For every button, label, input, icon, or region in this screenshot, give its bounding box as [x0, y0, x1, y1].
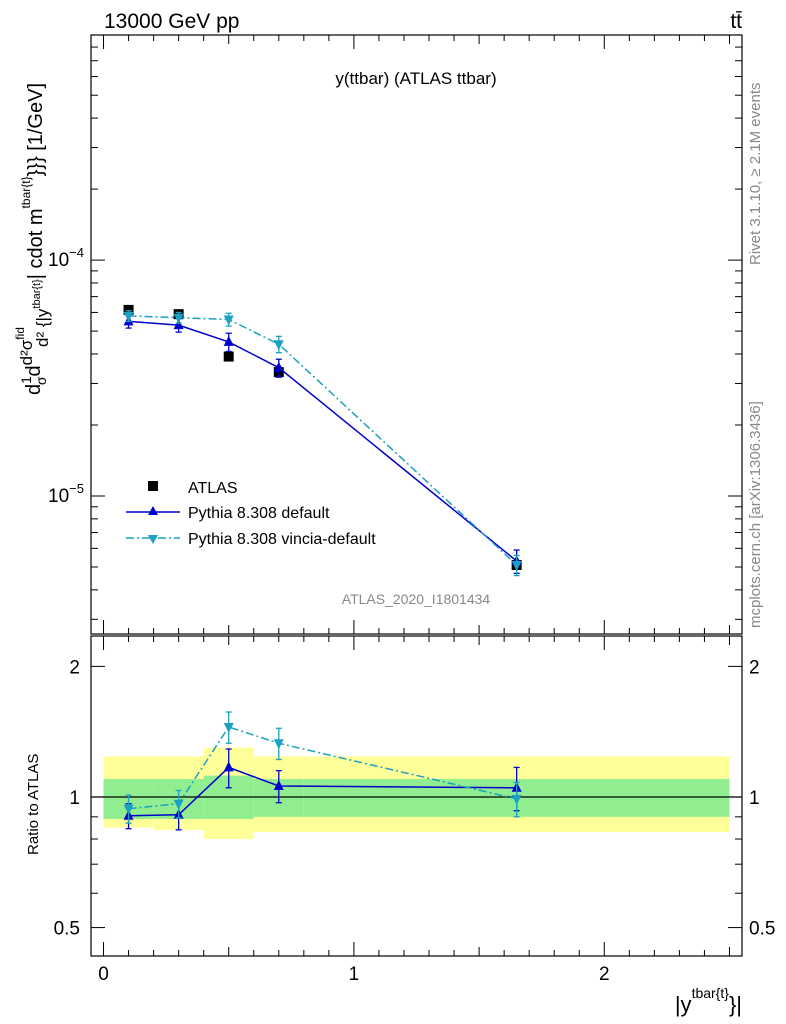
ratio-panel-frame [90, 635, 743, 957]
chart-title: y(ttbar) (ATLAS ttbar) [335, 69, 496, 88]
ratio-point-pythia-8-308-default [273, 780, 284, 791]
ratio-y-tick-label-right: 2 [749, 657, 760, 678]
process-label: tt̄ [730, 10, 742, 33]
ratio-point-pythia-8-308-vincia-default [123, 804, 134, 815]
y-tick-label: 10−5 [48, 481, 84, 507]
main-panel-frame [90, 34, 743, 635]
series-line-pythia-8-308-default [128, 320, 518, 562]
y-axis-label: d1σdd²σfid d² {|ytbar{t}| cdot mtbar{t}}}… [13, 83, 52, 395]
ratio-y-tick-label-right: 0.5 [749, 919, 775, 940]
ratio-point-pythia-8-308-vincia-default [173, 799, 184, 810]
ratio-panel: 0.5 0.5 1 1 2 2 0 1 2 Ratio to ATLAS |ytbar{t}}| [25, 635, 775, 1017]
legend-label-atlas: ATLAS [188, 480, 238, 497]
y-tick-label: 10−4 [48, 245, 84, 271]
data-point-atlas [123, 304, 134, 315]
ratio-y-tick-label-right: 1 [749, 788, 760, 809]
x-tick-label: 1 [349, 964, 360, 985]
data-point-pythia-8-308-vincia-default [123, 311, 134, 322]
main-panel: 10−4 10−5 y(ttbar) (ATLAS ttbar) ATLAS_20… [13, 34, 743, 635]
legend-entry-pythia-default: Pythia 8.308 default [126, 505, 330, 522]
x-axis-label: |ytbar{t}}| [675, 985, 742, 1017]
legend-label-pythia-vincia: Pythia 8.308 vincia-default [188, 531, 376, 548]
ratio-y-tick-label-left: 2 [69, 657, 80, 678]
data-point-pythia-8-308-default [223, 335, 234, 346]
energy-label: 13000 GeV pp [104, 10, 239, 33]
ratio-point-pythia-8-308-vincia-default [223, 722, 234, 733]
ratio-line-pythia-8-308-vincia-default [128, 726, 517, 810]
ratio-y-tick-label-left: 1 [69, 788, 80, 809]
legend-entry-atlas: ATLAS [148, 480, 238, 497]
data-point-pythia-8-308-vincia-default [273, 340, 284, 351]
data-point-pythia-8-308-vincia-default [173, 313, 184, 324]
x-tick-label: 2 [599, 964, 610, 985]
ratio-point-pythia-8-308-vincia-default [511, 794, 522, 805]
legend-label-pythia-default: Pythia 8.308 default [188, 505, 330, 522]
legend-entry-pythia-vincia: Pythia 8.308 vincia-default [126, 531, 376, 548]
legend-marker-pythia-default [148, 506, 158, 515]
legend-marker-atlas [148, 481, 158, 491]
legend: ATLAS Pythia 8.308 default Pythia 8.308 … [126, 480, 376, 548]
analysis-tag: ATLAS_2020_I1801434 [342, 591, 491, 607]
ratio-point-pythia-8-308-vincia-default [273, 739, 284, 750]
data-point-pythia-8-308-default [273, 361, 284, 372]
legend-marker-pythia-vincia [148, 535, 158, 544]
series-line-pythia-8-308-vincia-default [128, 315, 518, 566]
rivet-label: Rivet 3.1.10, ≥ 2.1M events [747, 83, 764, 266]
ratio-y-axis-label: Ratio to ATLAS [25, 754, 42, 855]
data-point-pythia-8-308-default [173, 319, 184, 330]
ratio-point-pythia-8-308-default [223, 761, 234, 772]
x-tick-label: 0 [98, 964, 109, 985]
data-point-atlas [223, 351, 234, 362]
ratio-y-tick-label-left: 0.5 [54, 919, 80, 940]
mcplots-label: mcplots.cern.ch [arXiv:1306.3436] [747, 401, 764, 628]
data-point-pythia-8-308-vincia-default [223, 315, 234, 326]
data-point-pythia-8-308-vincia-default [511, 560, 522, 571]
